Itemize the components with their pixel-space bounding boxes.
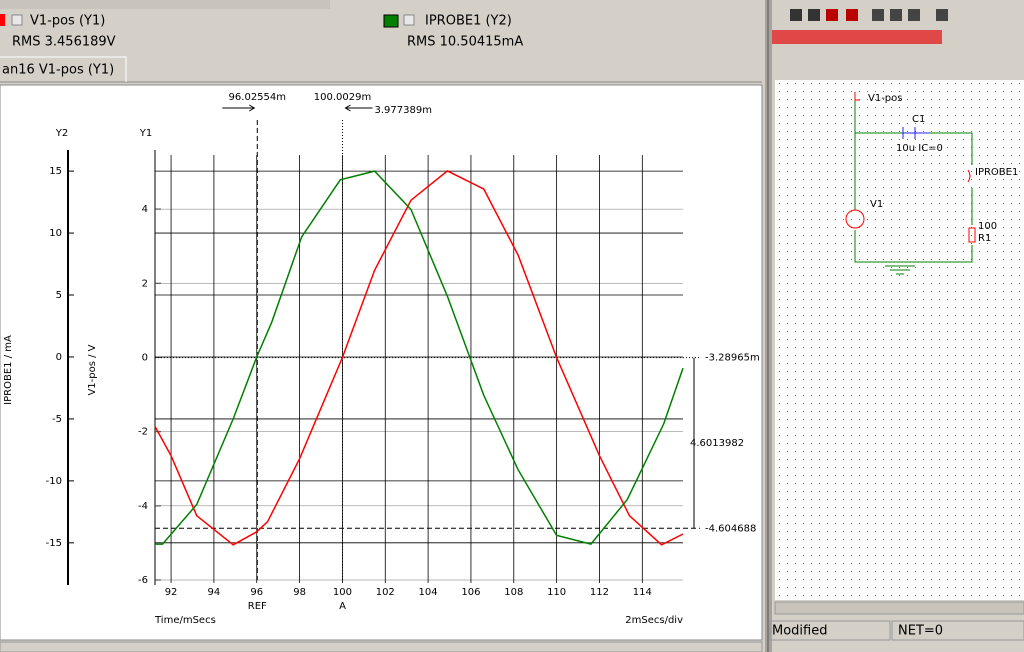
x-scale-label: 2mSecs/div xyxy=(625,615,683,626)
tab[interactable] xyxy=(0,56,127,82)
plot-area xyxy=(0,84,763,641)
cursor-marker: A xyxy=(339,601,346,612)
y-tick-label: -4 xyxy=(138,501,148,512)
schematic-label: 10u IC=0 xyxy=(896,143,943,154)
schematic-toolbar[interactable] xyxy=(772,9,948,44)
x-tick-label: 102 xyxy=(376,587,395,598)
y-tick-label: -2 xyxy=(138,427,148,438)
x-tick-label: 112 xyxy=(590,587,609,598)
cursor-label: 96.02554m xyxy=(229,92,286,103)
y2-axis-name: Y2 xyxy=(55,128,68,139)
schematic-label: IPROBE1 xyxy=(975,167,1018,178)
y2-tick-label: -15 xyxy=(46,538,62,549)
x-tick-label: 98 xyxy=(293,587,306,598)
schematic-grid xyxy=(775,80,1024,600)
y2-tick-label: 15 xyxy=(49,166,62,177)
components xyxy=(845,92,976,243)
toolbar[interactable] xyxy=(0,0,330,9)
cursor-arrow xyxy=(222,104,256,112)
tool-icon[interactable] xyxy=(872,9,884,21)
cursor-label: -4.604688 xyxy=(705,523,756,534)
cursor-label: 100.0029m xyxy=(314,92,371,103)
rms-label: RMS 3.456189V xyxy=(12,35,116,50)
schematic-label: 100 xyxy=(978,221,997,232)
status-cell xyxy=(891,620,1024,641)
legend-swatch xyxy=(383,14,399,28)
series-line xyxy=(154,170,684,546)
tool-icon[interactable] xyxy=(908,9,920,21)
y2-tick-label: -10 xyxy=(46,476,62,487)
cursor-label: -3.28965m xyxy=(705,353,760,364)
x-tick-label: 106 xyxy=(461,587,480,598)
y-axis-title: V1-pos / V xyxy=(87,344,98,395)
cursor-marker: REF xyxy=(248,601,267,612)
schematic-label: C1 xyxy=(912,114,925,125)
y2-tick-label: 5 xyxy=(56,290,62,301)
series-line xyxy=(155,170,684,545)
x-tick-label: 92 xyxy=(165,587,178,598)
tool-icon[interactable] xyxy=(790,9,802,21)
status-text: NET=0 xyxy=(898,624,943,639)
tool-icon[interactable] xyxy=(846,9,858,21)
x-tick-label: 114 xyxy=(633,587,652,598)
status-bar xyxy=(0,641,763,652)
y-tick-label: 4 xyxy=(142,204,148,215)
delta-label: 4.6013982 xyxy=(690,438,744,449)
x-tick-label: 96 xyxy=(250,587,263,598)
schematic-label: V1 xyxy=(870,199,883,210)
y2-tick-label: -5 xyxy=(52,414,62,425)
legend-entry: IPROBE1 (Y2) xyxy=(425,14,512,29)
y-tick-label: 2 xyxy=(142,278,148,289)
tool-icon[interactable] xyxy=(808,9,820,21)
y2-axis-title: IPROBE1 / mA xyxy=(3,335,14,405)
y-axis-name: Y1 xyxy=(139,128,152,139)
tool-icon[interactable] xyxy=(936,9,948,21)
tab-label[interactable]: an16 V1-pos (Y1) xyxy=(2,63,114,78)
status-cell xyxy=(769,620,891,641)
y2-tick-label: 0 xyxy=(56,352,62,363)
x-tick-label: 110 xyxy=(547,587,566,598)
x-axis-title: Time/mSecs xyxy=(154,615,216,626)
legend-entry: V1-pos (Y1) xyxy=(30,14,105,29)
x-tick-label: 100 xyxy=(333,587,352,598)
tool-icon[interactable] xyxy=(890,9,902,21)
x-tick-label: 94 xyxy=(208,587,221,598)
tool-icon[interactable] xyxy=(826,9,838,21)
cursor-arrow xyxy=(344,104,373,112)
schematic-label: R1 xyxy=(978,233,991,244)
x-tick-label: 108 xyxy=(504,587,523,598)
capacitor xyxy=(902,127,930,139)
scrollbar[interactable] xyxy=(774,601,1024,615)
y-tick-label: -6 xyxy=(138,575,148,586)
delta-label: 3.977389m xyxy=(374,105,431,116)
schematic-label: V1-pos xyxy=(868,93,903,104)
tool-row[interactable] xyxy=(772,30,942,44)
status-text: Modified xyxy=(772,624,827,639)
x-tick-label: 104 xyxy=(419,587,438,598)
wires xyxy=(854,100,973,263)
checkbox[interactable] xyxy=(403,14,415,26)
y-tick-label: 0 xyxy=(142,352,148,363)
legend-swatch xyxy=(0,14,5,26)
y2-tick-label: 10 xyxy=(49,228,62,239)
checkbox[interactable] xyxy=(11,14,23,26)
ground xyxy=(885,265,915,275)
rms-label: RMS 10.50415mA xyxy=(407,35,523,50)
